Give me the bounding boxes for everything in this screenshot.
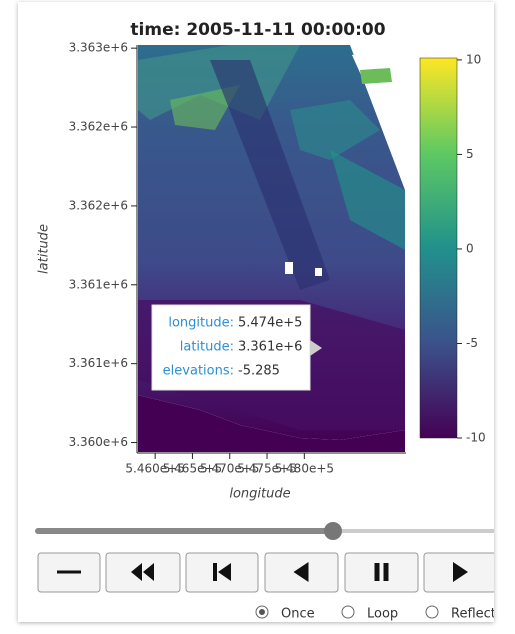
x-axis-label: longitude bbox=[229, 487, 290, 502]
chart-title: time: 2005-11-11 00:00:00 bbox=[130, 20, 385, 40]
slider-handle[interactable] bbox=[324, 522, 342, 540]
y-tick-label: 3.361e+6 bbox=[69, 356, 128, 370]
y-axis-label: latitude bbox=[37, 224, 52, 274]
colorbar bbox=[420, 58, 457, 438]
x-tick-label: 5.480e+5 bbox=[275, 462, 334, 476]
heatmap bbox=[138, 45, 405, 452]
y-tick-label: 3.362e+6 bbox=[69, 198, 128, 212]
colorbar-tick-label: -10 bbox=[466, 431, 486, 445]
loop-option-label: Once bbox=[281, 607, 315, 622]
colorbar-scale bbox=[420, 58, 457, 438]
colorbar-tick-label: 0 bbox=[466, 241, 474, 255]
colorbar-tick-label: -5 bbox=[466, 336, 478, 350]
y-tick-label: 3.362e+6 bbox=[69, 120, 128, 134]
tooltip-value: 3.361e+6 bbox=[238, 340, 302, 355]
first-frame-button[interactable] bbox=[106, 553, 180, 592]
button-icon bbox=[57, 571, 81, 574]
widget: time: 2005-11-11 00:00:00 longitude lati… bbox=[0, 0, 515, 634]
y-tick-label: 3.363e+6 bbox=[69, 41, 128, 55]
loop-radio[interactable] bbox=[342, 606, 354, 618]
tooltip-value: -5.285 bbox=[238, 364, 280, 379]
tooltip-label: elevations: bbox=[163, 364, 234, 379]
loop-radio-dot bbox=[259, 609, 265, 615]
colorbar-tick-label: 5 bbox=[466, 147, 474, 161]
pause-button[interactable] bbox=[345, 553, 418, 592]
tooltip-value: 5.474e+5 bbox=[238, 316, 302, 331]
tooltip-label: longitude: bbox=[168, 316, 234, 331]
colorbar-tick-label: 10 bbox=[466, 52, 481, 66]
loop-option-label: Reflect bbox=[451, 607, 496, 622]
y-tick-label: 3.360e+6 bbox=[69, 435, 128, 449]
loop-radio[interactable] bbox=[426, 606, 438, 618]
loop-option-label: Loop bbox=[367, 607, 398, 622]
y-tick-label: 3.361e+6 bbox=[69, 277, 128, 291]
tooltip-label: latitude: bbox=[180, 340, 234, 355]
